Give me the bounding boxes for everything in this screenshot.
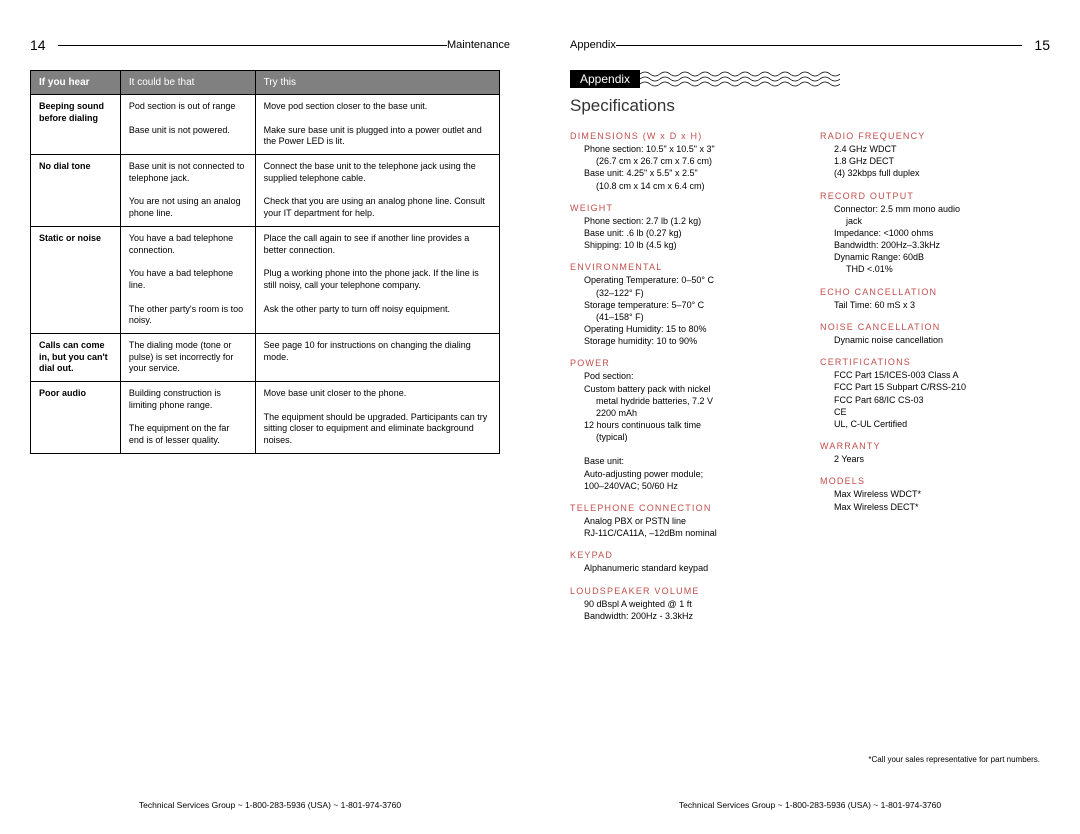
symptom-cell: Calls can come in, but you can't dial ou… xyxy=(31,333,121,381)
header-rule xyxy=(65,45,447,46)
spec-body: Alphanumeric standard keypad xyxy=(584,562,800,574)
cause-cell: Base unit is not connected to telephone … xyxy=(120,155,255,227)
spec-heading: NOISE CANCELLATION xyxy=(820,321,1050,333)
spec-body: 2 Years xyxy=(834,453,1050,465)
spec-body: Dynamic noise cancellation xyxy=(834,334,1050,346)
spec-heading: ENVIRONMENTAL xyxy=(570,261,800,273)
spec-body: Connector: 2.5 mm mono audiojackImpedanc… xyxy=(834,203,1050,276)
spec-heading: KEYPAD xyxy=(570,549,800,561)
symptom-cell: Poor audio xyxy=(31,382,121,454)
spec-body: Phone section: 2.7 lb (1.2 kg)Base unit:… xyxy=(584,215,800,251)
wave-pattern-icon xyxy=(640,70,1050,88)
fix-cell: See page 10 for instructions on changing… xyxy=(255,333,499,381)
header-rule-right xyxy=(1014,45,1022,46)
spec-body: Pod section:Custom battery pack with nic… xyxy=(584,370,800,491)
appendix-banner: Appendix xyxy=(570,70,1050,88)
specs-columns: DIMENSIONS (W x D x H)Phone section: 10.… xyxy=(570,130,1050,624)
th-fix: Try this xyxy=(255,71,499,95)
spec-heading: LOUDSPEAKER VOLUME xyxy=(570,585,800,597)
spec-heading: CERTIFICATIONS xyxy=(820,356,1050,368)
left-footer: Technical Services Group ~ 1-800-283-593… xyxy=(0,800,540,810)
spec-heading: WEIGHT xyxy=(570,202,800,214)
table-row: No dial toneBase unit is not connected t… xyxy=(31,155,500,227)
table-row: Static or noiseYou have a bad telephone … xyxy=(31,226,500,333)
symptom-cell: Static or noise xyxy=(31,226,121,333)
spec-body: Operating Temperature: 0–50° C(32–122° F… xyxy=(584,274,800,347)
fix-cell: Move pod section closer to the base unit… xyxy=(255,95,499,155)
spec-body: FCC Part 15/ICES-003 Class AFCC Part 15 … xyxy=(834,369,1050,430)
fix-cell: Connect the base unit to the telephone j… xyxy=(255,155,499,227)
spec-heading: RADIO FREQUENCY xyxy=(820,130,1050,142)
symptom-cell: No dial tone xyxy=(31,155,121,227)
cause-cell: You have a bad telephone connection.You … xyxy=(120,226,255,333)
appendix-banner-label: Appendix xyxy=(570,70,640,88)
spec-body: 90 dBspl A weighted @ 1 ftBandwidth: 200… xyxy=(584,598,800,622)
left-page: 14 Maintenance If you hear It could be t… xyxy=(0,0,540,834)
spec-heading: MODELS xyxy=(820,475,1050,487)
troubleshooting-table: If you hear It could be that Try this Be… xyxy=(30,70,500,454)
specs-column-right: RADIO FREQUENCY2.4 GHz WDCT1.8 GHz DECT(… xyxy=(820,130,1050,624)
right-page: Appendix 15 Appendix Specifications DIME… xyxy=(540,0,1080,834)
th-cause: It could be that xyxy=(120,71,255,95)
right-footer: Technical Services Group ~ 1-800-283-593… xyxy=(540,800,1080,810)
right-section-label: Appendix xyxy=(570,39,616,51)
fix-cell: Place the call again to see if another l… xyxy=(255,226,499,333)
specs-title: Specifications xyxy=(570,96,1050,116)
spec-heading: WARRANTY xyxy=(820,440,1050,452)
fix-cell: Move base unit closer to the phone.The e… xyxy=(255,382,499,454)
spec-body: Max Wireless WDCT*Max Wireless DECT* xyxy=(834,488,1050,512)
table-row: Poor audioBuilding construction is limit… xyxy=(31,382,500,454)
spec-heading: POWER xyxy=(570,357,800,369)
right-page-number: 15 xyxy=(1034,37,1050,53)
header-rule xyxy=(616,45,1015,46)
left-page-number: 14 xyxy=(30,37,46,53)
table-row: Beeping sound before dialingPod section … xyxy=(31,95,500,155)
left-page-header: 14 Maintenance xyxy=(30,38,510,52)
cause-cell: The dialing mode (tone or pulse) is set … xyxy=(120,333,255,381)
cause-cell: Pod section is out of rangeBase unit is … xyxy=(120,95,255,155)
spec-body: Analog PBX or PSTN lineRJ-11C/CA11A, –12… xyxy=(584,515,800,539)
right-page-header: Appendix 15 xyxy=(570,38,1050,52)
th-symptom: If you hear xyxy=(31,71,121,95)
footnote: *Call your sales representative for part… xyxy=(868,755,1040,764)
left-section-label: Maintenance xyxy=(447,39,510,51)
table-row: Calls can come in, but you can't dial ou… xyxy=(31,333,500,381)
spec-heading: DIMENSIONS (W x D x H) xyxy=(570,130,800,142)
cause-cell: Building construction is limiting phone … xyxy=(120,382,255,454)
spec-body: 2.4 GHz WDCT1.8 GHz DECT(4) 32kbps full … xyxy=(834,143,1050,179)
symptom-cell: Beeping sound before dialing xyxy=(31,95,121,155)
spec-heading: RECORD OUTPUT xyxy=(820,190,1050,202)
header-rule-left xyxy=(58,45,66,46)
specs-column-left: DIMENSIONS (W x D x H)Phone section: 10.… xyxy=(570,130,800,624)
spec-body: Tail Time: 60 mS x 3 xyxy=(834,299,1050,311)
spec-heading: TELEPHONE CONNECTION xyxy=(570,502,800,514)
spec-heading: ECHO CANCELLATION xyxy=(820,286,1050,298)
spec-body: Phone section: 10.5" x 10.5" x 3"(26.7 c… xyxy=(584,143,800,192)
